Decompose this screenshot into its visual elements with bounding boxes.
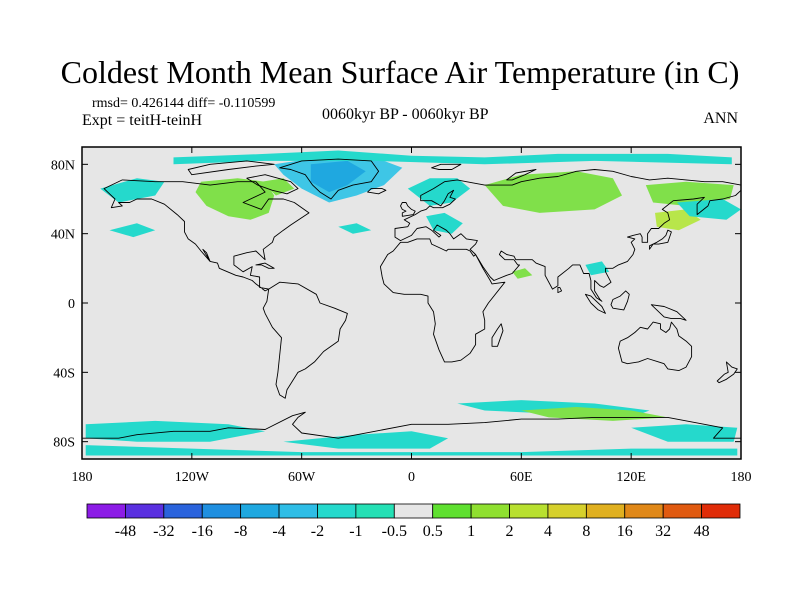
coastline-australia <box>617 321 693 372</box>
colorbar-label: 0.5 <box>423 523 443 540</box>
x-tick-label: 180 <box>72 470 93 485</box>
region-north-pacific-west <box>676 199 741 220</box>
colorbar-label: 2 <box>506 523 514 540</box>
map-background <box>82 147 741 459</box>
anomaly-regions <box>85 150 741 456</box>
region-alaska <box>100 178 165 203</box>
colorbar-label: -32 <box>153 523 174 540</box>
coastline-japan <box>649 229 672 250</box>
x-axis-ticks: 180 120W 60W 0 60E 120E 180 <box>72 147 752 485</box>
colorbar: -48 -32 -16 -8 -4 -2 -1 -0.5 0.5 1 2 4 8 16 32 48 <box>86 503 741 540</box>
colorbar-label: 1 <box>467 523 475 540</box>
colorbar-label: -8 <box>234 523 247 540</box>
coastline-madagascar <box>491 323 504 347</box>
colorbar-swatch <box>662 503 702 519</box>
coastline-borneo <box>610 290 630 311</box>
region-antarctic-west <box>85 445 738 456</box>
coastline-canadian-archipelago <box>187 160 275 176</box>
region-tropic-speck-1 <box>512 268 533 279</box>
colorbar-swatch <box>201 503 242 519</box>
coastline-novaya-zemlya <box>506 169 537 181</box>
y-tick-label: 40N <box>51 228 75 243</box>
colorbar-swatch <box>355 503 395 519</box>
colorbar-swatch <box>509 503 549 519</box>
coastlines <box>81 158 742 460</box>
x-tick-label: 120W <box>175 470 210 485</box>
region-tropic-speck-2 <box>585 261 610 276</box>
coastline-antarctica <box>81 411 742 460</box>
colorbar-swatch <box>278 503 318 519</box>
colorbar-swatch <box>240 503 280 519</box>
x-tick-label: 60E <box>510 470 533 485</box>
colorbar-label: 32 <box>655 523 671 540</box>
experiment-label: Expt = teitH-teinH <box>82 112 203 129</box>
x-tick-label: 60W <box>288 470 316 485</box>
region-antarctic-east <box>631 424 738 442</box>
season-label: ANN <box>703 110 738 127</box>
colorbar-swatch <box>432 503 472 519</box>
coastline-new-zealand <box>716 361 738 384</box>
x-tick-label: 0 <box>408 470 415 485</box>
stats-text: rmsd= 0.426144 diff= -0.110599 <box>92 96 276 111</box>
colorbar-swatch <box>163 503 203 519</box>
region-baffin-green <box>261 178 295 196</box>
colorbar-label: -16 <box>192 523 213 540</box>
x-tick-label: 120E <box>616 470 646 485</box>
region-pacific-speck-1 <box>109 223 156 238</box>
colorbar-swatch <box>585 503 626 519</box>
colorbar-label: -48 <box>115 523 136 540</box>
coastline-britain <box>400 202 416 217</box>
colorbar-swatch <box>125 503 165 519</box>
colorbar-label: -4 <box>272 523 285 540</box>
colorbar-label: 48 <box>694 523 710 540</box>
colorbar-swatch <box>317 503 357 519</box>
coastline-sumatra <box>584 293 606 314</box>
x-tick-label: 180 <box>731 470 752 485</box>
period-label: 0060kyr BP - 0060kyr BP <box>322 106 489 123</box>
y-tick-label: 80S <box>53 436 75 451</box>
colorbar-swatch <box>470 503 510 519</box>
coastline-greenland <box>279 158 380 200</box>
coastline-baffin <box>246 174 299 195</box>
colorbar-swatch <box>86 503 126 519</box>
colorbar-swatch <box>547 503 587 519</box>
coastline-new-guinea <box>650 304 687 321</box>
region-arctic-ocean <box>173 150 732 165</box>
coastline-iceland <box>367 188 387 195</box>
y-axis-ticks: 80N 40N 0 40S 80S <box>51 158 741 451</box>
colorbar-label: -2 <box>311 523 324 540</box>
colorbar-swatch <box>624 503 664 519</box>
colorbar-label: 4 <box>544 523 552 540</box>
region-atlantic-speck-1 <box>338 223 372 234</box>
coastline-cuba <box>255 262 275 269</box>
y-tick-label: 40S <box>53 366 75 381</box>
y-tick-label: 0 <box>68 297 75 312</box>
region-north-america <box>195 178 275 220</box>
y-tick-label: 80N <box>51 158 75 173</box>
region-antarctic-atlantic <box>283 431 449 449</box>
colorbar-swatch <box>701 503 741 519</box>
colorbar-label: 16 <box>617 523 633 540</box>
coastline-north-america <box>103 179 310 292</box>
coastline-south-america <box>262 281 348 399</box>
colorbar-label: -1 <box>349 523 362 540</box>
coastline-sri-lanka <box>557 286 563 294</box>
coastline-svalbard <box>431 163 462 170</box>
colorbar-label: 8 <box>582 523 590 540</box>
colorbar-swatch <box>393 503 434 519</box>
region-north-atlantic-east <box>426 212 463 234</box>
region-greenland-core <box>310 160 366 193</box>
colorbar-label: -0.5 <box>382 523 407 540</box>
chart-title: Coldest Month Mean Surface Air Temperatu… <box>60 54 740 90</box>
region-siberia <box>484 171 622 213</box>
